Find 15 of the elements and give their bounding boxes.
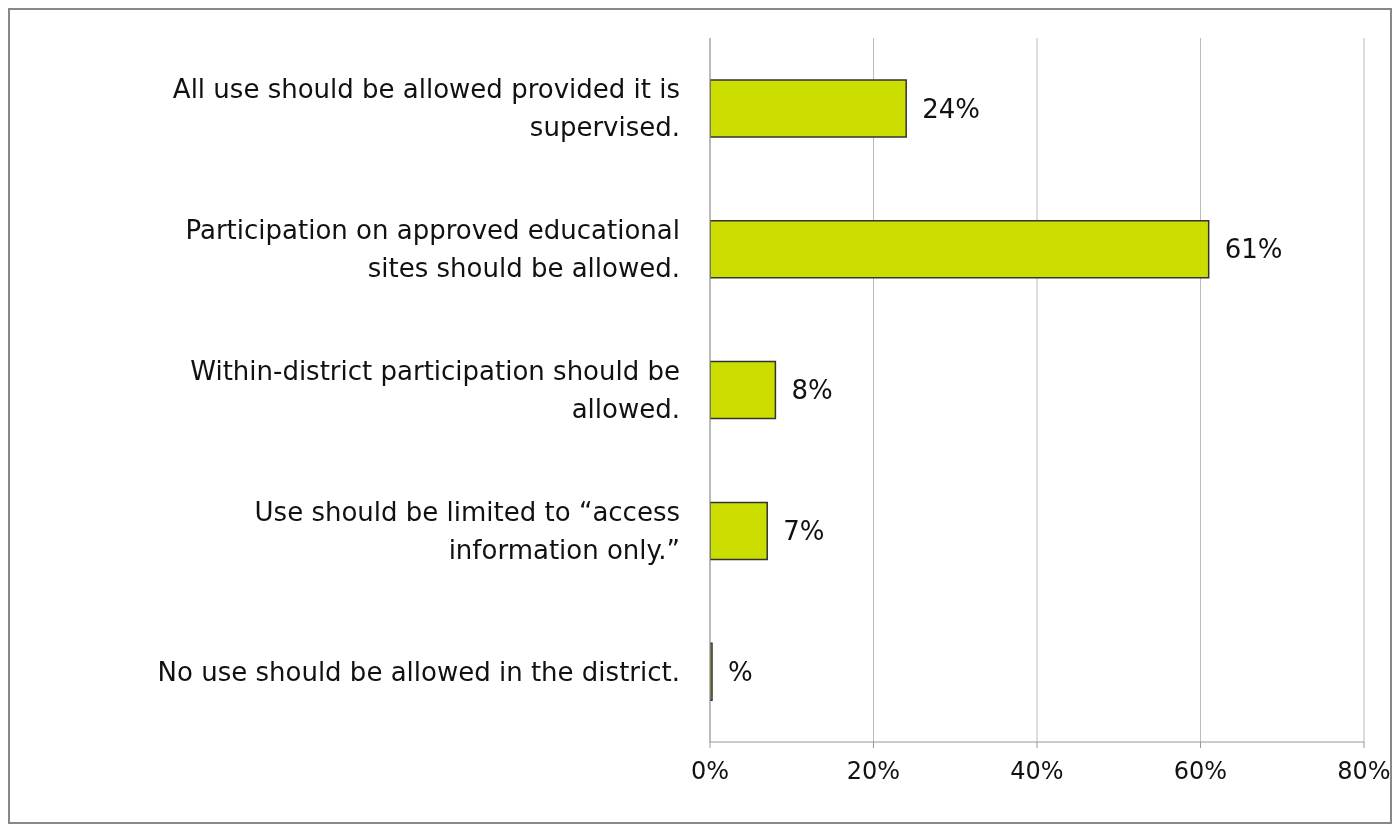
x-tick-label: 80% <box>1337 757 1391 786</box>
x-tick-label: 60% <box>1173 757 1228 786</box>
y-tick-label: Participation on approved educational sites should be allowed. <box>185 215 680 284</box>
x-tick-label: 20% <box>846 757 901 786</box>
data-label: 24% <box>922 93 980 124</box>
data-label: 7% <box>783 515 825 546</box>
data-label: 8% <box>791 375 833 406</box>
x-tick-label: 0% <box>690 757 730 786</box>
y-tick-label: No use should be allowed in the district. <box>157 656 680 687</box>
y-tick-label: All use should be allowed provided it is supervised. <box>172 74 680 143</box>
x-tick-label: 40% <box>1010 757 1064 786</box>
data-label: % <box>728 656 753 687</box>
data-label: 61% <box>1224 234 1283 265</box>
y-tick-label: Use should be limited to “access information only.” <box>254 496 680 565</box>
y-tick-label: Within-district participation should be allowed. <box>190 356 680 424</box>
